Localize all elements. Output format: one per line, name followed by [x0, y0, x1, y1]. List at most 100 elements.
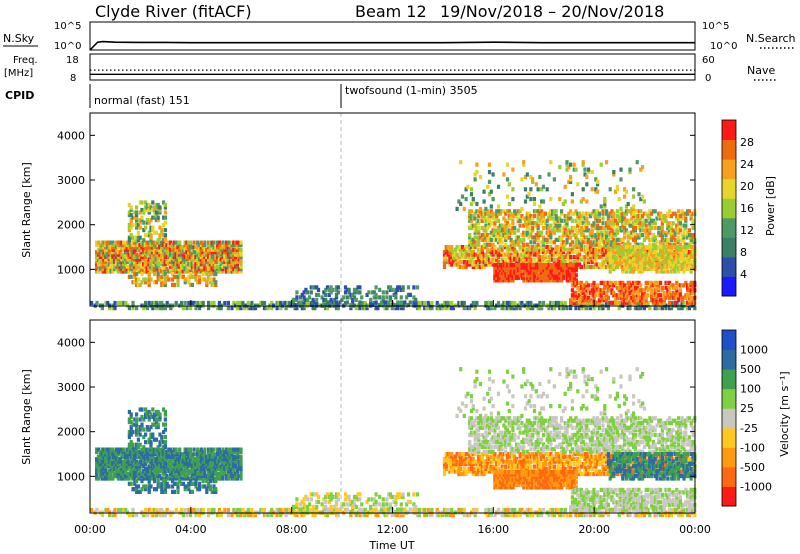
- heatmap-cell: [442, 259, 447, 265]
- heatmap-cell: [394, 295, 398, 300]
- heatmap-cell: [324, 287, 328, 292]
- heatmap-cell: [161, 242, 165, 248]
- heatmap-cell: [621, 249, 625, 255]
- heatmap-cell: [673, 285, 677, 290]
- heatmap-cell: [127, 228, 131, 233]
- heatmap-cell: [587, 240, 591, 245]
- heatmap-cell: [197, 264, 202, 269]
- heatmap-cell: [684, 211, 688, 216]
- heatmap-cell: [682, 223, 686, 228]
- heatmap-cell: [574, 278, 578, 283]
- heatmap-cell: [160, 447, 164, 452]
- heatmap-cell: [178, 254, 182, 260]
- heatmap-cell: [675, 252, 679, 257]
- heatmap-cell: [646, 264, 650, 269]
- heatmap-cell: [669, 214, 673, 219]
- heatmap-cell: [531, 228, 535, 233]
- heatmap-cell: [435, 306, 439, 311]
- heatmap-cell: [170, 452, 175, 457]
- heatmap-cell: [360, 295, 364, 300]
- heatmap-cell: [185, 476, 189, 481]
- heatmap-cell: [669, 237, 673, 242]
- heatmap-cell: [594, 177, 598, 182]
- heatmap-cell: [147, 474, 151, 479]
- heatmap-cell: [123, 252, 128, 257]
- heatmap-cell: [145, 447, 149, 452]
- heatmap-cell: [623, 230, 627, 235]
- heatmap-cell: [161, 264, 165, 269]
- heatmap-cell: [118, 242, 122, 248]
- heatmap-cell: [511, 245, 515, 250]
- heatmap-cell: [178, 464, 182, 469]
- heatmap-cell: [538, 270, 542, 275]
- heatmap-cell: [207, 264, 211, 269]
- heatmap-cell: [469, 237, 474, 242]
- heatmap-cell: [579, 300, 583, 306]
- heatmap-cell: [129, 245, 133, 250]
- heatmap-cell: [554, 225, 558, 231]
- heatmap-cell: [505, 250, 510, 255]
- heatmap-cell: [619, 293, 623, 298]
- heatmap-cell: [165, 257, 169, 262]
- heatmap-cell: [520, 259, 524, 265]
- heatmap-cell: [538, 218, 542, 223]
- heatmap-cell: [129, 267, 133, 272]
- heatmap-cell: [105, 250, 110, 255]
- heatmap-cell: [156, 254, 160, 260]
- heatmap-cell: [585, 228, 589, 233]
- heatmap-cell: [558, 270, 562, 275]
- heatmap-cell: [161, 471, 165, 476]
- heatmap-cell: [538, 263, 542, 268]
- heatmap-cell: [571, 278, 575, 283]
- heatmap-cell: [603, 228, 607, 233]
- heatmap-cell: [639, 223, 643, 228]
- heatmap-cell: [657, 288, 661, 293]
- heatmap-cell: [523, 216, 528, 221]
- heatmap-cell: [489, 252, 493, 257]
- heatmap-cell: [572, 211, 576, 216]
- heatmap-cell: [596, 242, 600, 247]
- heatmap-cell: [511, 300, 515, 306]
- heatmap-cell: [181, 476, 185, 481]
- heatmap-cell: [594, 250, 598, 255]
- heatmap-cell: [538, 174, 542, 180]
- heatmap-cell: [662, 266, 666, 272]
- heatmap-cell: [648, 216, 652, 221]
- heatmap-cell: [125, 267, 129, 272]
- heatmap-cell: [140, 207, 144, 213]
- heatmap-cell: [630, 266, 634, 272]
- heatmap-cell: [163, 202, 167, 208]
- heatmap-cell: [98, 262, 102, 267]
- heatmap-cell: [487, 250, 492, 255]
- heatmap-cell: [579, 290, 583, 295]
- heatmap-cell: [136, 242, 140, 248]
- heatmap-cell: [199, 457, 203, 462]
- heatmap-cell: [163, 259, 167, 264]
- heatmap-cell: [201, 474, 205, 479]
- heatmap-cell: [183, 254, 187, 260]
- heatmap-cell: [659, 293, 663, 298]
- heatmap-cell: [336, 285, 340, 290]
- heatmap-cell: [617, 237, 621, 242]
- heatmap-cell: [459, 259, 463, 265]
- heatmap-cell: [567, 247, 571, 252]
- heatmap-cell: [142, 264, 146, 269]
- heatmap-cell: [637, 259, 641, 264]
- heatmap-cell: [594, 235, 598, 240]
- heatmap-cell: [367, 290, 371, 295]
- heatmap-cell: [336, 290, 340, 295]
- heatmap-cell: [105, 247, 110, 252]
- heatmap-cell: [154, 230, 158, 235]
- heatmap-cell: [237, 257, 241, 262]
- heatmap-cell: [561, 255, 565, 260]
- heatmap-cell: [608, 218, 612, 223]
- heatmap-cell: [574, 280, 578, 285]
- power-y-label: Slant Range [km]: [20, 162, 33, 258]
- heatmap-cell: [588, 247, 592, 252]
- heatmap-cell: [291, 297, 295, 302]
- heatmap-cell: [614, 189, 618, 194]
- heatmap-cell: [181, 274, 185, 279]
- heatmap-cell: [596, 225, 600, 231]
- heatmap-cell: [132, 476, 137, 481]
- heatmap-cell: [147, 277, 151, 282]
